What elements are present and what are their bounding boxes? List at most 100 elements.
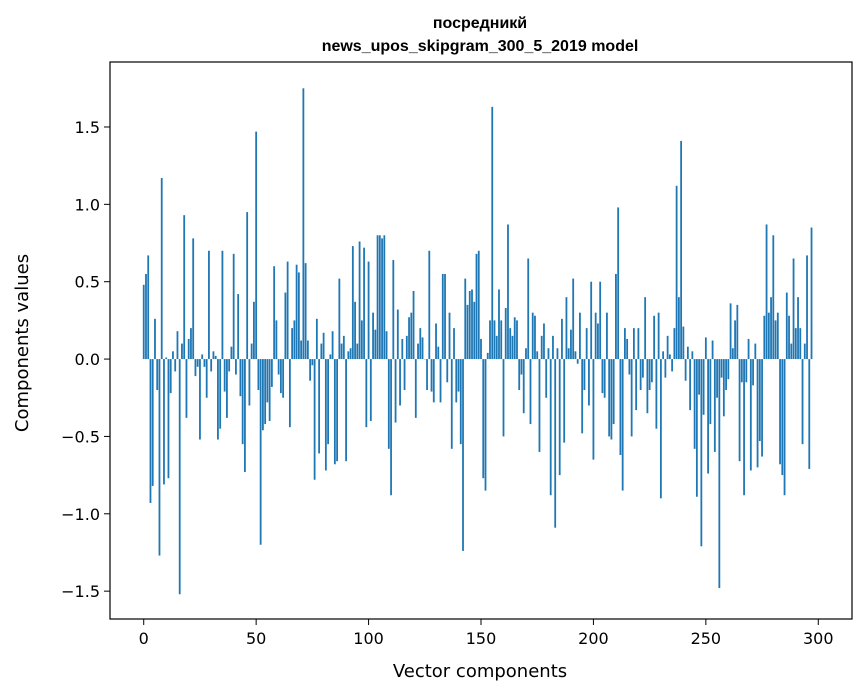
bar-component-287 [788, 315, 790, 360]
bar-component-189 [567, 348, 570, 360]
bar-component-264 [736, 304, 739, 360]
bar-component-136 [448, 312, 451, 360]
bar-component-105 [378, 235, 381, 360]
bar-component-270 [749, 359, 752, 471]
x-tick-label: 50 [246, 629, 266, 648]
bar-component-257 [720, 359, 723, 378]
bar-component-219 [635, 359, 638, 411]
y-tick-label: 1.5 [75, 118, 100, 137]
bar-component-29 [208, 250, 210, 360]
bar-component-103 [374, 329, 377, 360]
bar-component-211 [617, 207, 620, 360]
y-tick-label: 1.0 [75, 195, 100, 214]
bar-component-88 [340, 343, 343, 360]
bar-component-290 [794, 328, 797, 360]
bar-component-52 [259, 359, 262, 545]
bar-component-160 [502, 359, 505, 437]
bar-component-97 [360, 320, 363, 360]
bar-component-203 [599, 281, 602, 360]
bar-component-216 [628, 359, 631, 375]
bar-component-63 [284, 292, 287, 360]
bar-component-187 [563, 359, 566, 443]
bar-component-198 [588, 359, 590, 406]
bar-component-27 [203, 359, 206, 367]
bar-component-262 [731, 348, 734, 360]
bar-component-259 [725, 359, 727, 391]
bar-component-102 [372, 312, 374, 360]
bar-component-14 [174, 359, 177, 372]
bar-component-89 [342, 335, 345, 360]
bar-component-231 [662, 351, 665, 360]
bar-component-260 [727, 359, 730, 380]
bar-component-90 [345, 359, 347, 462]
bar-component-21 [190, 328, 192, 360]
bar-component-200 [592, 359, 595, 460]
bar-component-236 [673, 328, 676, 360]
bar-component-4 [151, 359, 154, 486]
bar-component-176 [538, 359, 541, 452]
bar-component-169 [522, 359, 525, 414]
bar-component-121 [414, 359, 417, 418]
bar-component-26 [201, 354, 204, 360]
bar-component-214 [624, 328, 626, 360]
bars-group [142, 88, 813, 595]
bar-component-145 [468, 290, 471, 360]
bar-component-220 [637, 328, 640, 360]
bar-component-57 [270, 359, 273, 387]
bar-component-58 [273, 266, 276, 360]
bar-component-33 [217, 359, 219, 440]
bar-component-73 [306, 340, 309, 360]
bar-component-46 [246, 212, 249, 360]
bar-component-256 [718, 359, 721, 589]
bar-component-281 [774, 320, 777, 360]
bar-component-48 [250, 343, 253, 360]
bar-component-192 [574, 351, 577, 360]
bar-component-56 [268, 359, 271, 421]
bar-component-35 [221, 250, 224, 360]
x-tick-label: 300 [803, 629, 834, 648]
bar-component-142 [462, 359, 464, 551]
bar-component-153 [486, 352, 489, 360]
bar-component-23 [194, 359, 197, 377]
bar-component-78 [318, 359, 321, 454]
bar-component-147 [473, 301, 476, 360]
bar-component-190 [570, 329, 572, 360]
bar-component-117 [405, 335, 408, 360]
bar-component-18 [183, 215, 186, 360]
bar-component-2 [147, 255, 150, 360]
bar-component-286 [785, 292, 788, 360]
bar-component-64 [286, 261, 289, 360]
bar-component-5 [154, 318, 156, 360]
bar-component-92 [349, 348, 352, 360]
bar-component-237 [675, 185, 678, 360]
bar-component-218 [633, 328, 635, 360]
bar-component-163 [509, 328, 512, 360]
bar-component-140 [457, 359, 460, 392]
bar-component-68 [295, 264, 298, 360]
bar-component-62 [282, 359, 285, 398]
bar-component-148 [475, 253, 478, 360]
bar-component-123 [419, 328, 422, 360]
bar-component-77 [315, 318, 318, 360]
y-axis-ticks: −1.5 −1.0 −0.5 0.0 0.5 1.0 1.5 [61, 118, 110, 601]
bar-component-282 [776, 312, 779, 360]
bar-component-72 [304, 263, 307, 360]
bar-component-266 [740, 359, 743, 383]
bar-component-271 [752, 359, 754, 386]
bar-component-293 [801, 359, 804, 445]
bar-component-61 [279, 359, 282, 394]
bar-component-269 [747, 338, 750, 360]
bar-component-30 [210, 359, 213, 372]
bar-component-288 [790, 343, 793, 360]
bar-component-167 [518, 359, 521, 391]
bar-component-263 [734, 320, 736, 360]
bar-component-47 [248, 359, 251, 406]
bar-component-241 [684, 359, 687, 381]
bar-component-191 [572, 278, 575, 360]
bar-component-124 [421, 337, 424, 360]
bar-component-95 [356, 343, 359, 360]
bar-component-149 [477, 250, 480, 360]
bar-component-96 [358, 241, 361, 360]
bar-component-294 [803, 343, 806, 360]
